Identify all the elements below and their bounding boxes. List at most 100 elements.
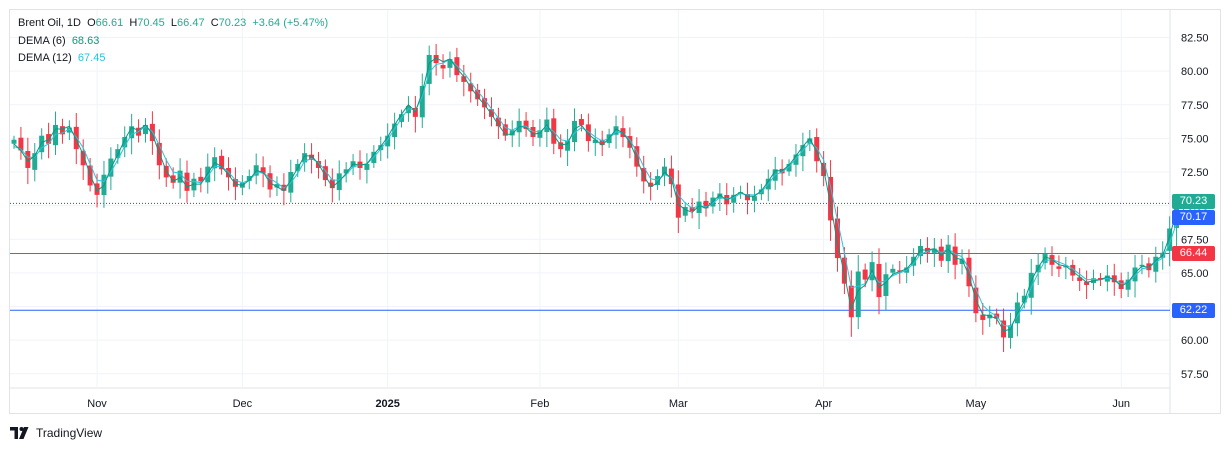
candle-body <box>1007 325 1013 338</box>
candle-body <box>1146 263 1152 271</box>
candle-body <box>495 117 501 127</box>
candle-body <box>572 120 578 143</box>
candle-body <box>876 263 882 298</box>
candle-body <box>883 274 889 296</box>
legend-dema12[interactable]: DEMA (12) 67.45 <box>18 52 105 64</box>
candle-body <box>931 248 937 253</box>
candle-body <box>66 127 72 133</box>
x-tick-label: Jun <box>1112 398 1130 410</box>
candle-body <box>537 130 543 138</box>
candle-body <box>1118 280 1124 290</box>
y-tick-label: 60.00 <box>1181 335 1209 347</box>
dema12-label: DEMA (12) <box>18 52 72 64</box>
candle-body <box>634 146 640 167</box>
candle-body <box>648 182 654 187</box>
candle-body <box>738 192 744 194</box>
red-level-badge: 66.44 <box>1172 246 1215 261</box>
candle-body <box>980 314 986 320</box>
dema12-value: 67.45 <box>77 52 106 64</box>
candle-body <box>1001 320 1007 338</box>
candle-body <box>364 163 370 170</box>
candle-body <box>1125 279 1131 290</box>
candle-body <box>343 169 349 174</box>
candle-body <box>1056 266 1062 269</box>
candle-body <box>848 285 854 318</box>
y-tick-label: 75.00 <box>1181 133 1209 145</box>
x-tick-label: May <box>965 398 986 410</box>
candle-body <box>378 145 384 151</box>
candle-body <box>39 135 45 153</box>
candle-body <box>274 184 280 188</box>
candle-body <box>11 139 17 144</box>
candle-body <box>938 246 944 261</box>
candle-body <box>232 179 238 187</box>
candle-body <box>219 155 225 170</box>
candle-body <box>807 138 813 144</box>
dema12-line <box>13 58 1178 328</box>
candle-body <box>502 124 508 136</box>
candle-body <box>703 200 709 209</box>
candle-body <box>488 109 494 117</box>
candle-body <box>1097 277 1103 280</box>
candle-body <box>198 176 204 182</box>
candle-body <box>1028 272 1034 298</box>
tradingview-logo-icon <box>10 427 29 439</box>
candle-body <box>170 175 176 183</box>
x-tick-label: 2025 <box>375 398 399 410</box>
candle-body <box>405 106 411 114</box>
x-tick-label: Mar <box>669 398 688 410</box>
candle-body <box>447 59 453 68</box>
candle-body <box>565 141 571 151</box>
candle-body <box>80 151 86 166</box>
candle-body <box>1139 264 1145 267</box>
candle-body <box>357 161 363 168</box>
blue-level-badge: 70.17 <box>1172 209 1215 225</box>
candle-body <box>1084 281 1090 285</box>
candle-body <box>661 166 667 176</box>
symbol-label[interactable]: Brent Oil, 1D <box>18 17 81 29</box>
candle-body <box>433 55 439 64</box>
candle-body <box>385 135 391 147</box>
tradingview-attribution[interactable]: TradingView <box>10 426 102 440</box>
last-price-badge: 70.23 <box>1172 194 1215 210</box>
dema-lines <box>13 57 1178 332</box>
candle-body <box>668 168 674 185</box>
candle-body <box>675 184 681 218</box>
candle-body <box>205 166 211 183</box>
time-axis[interactable]: Nov Dec 2025 Feb Mar Apr May Jun <box>87 398 1130 410</box>
candle-body <box>1077 277 1083 281</box>
low-value: 66.47 <box>177 17 205 29</box>
candle-body <box>731 194 737 203</box>
candle-body <box>918 245 924 257</box>
candle-body <box>1153 256 1159 272</box>
candle-body <box>841 257 847 284</box>
support-level-badge: 62.22 <box>1172 302 1215 318</box>
legend-dema6[interactable]: DEMA (6) 68.63 <box>18 35 99 47</box>
candle-body <box>309 154 315 160</box>
y-tick-label: 57.50 <box>1181 369 1209 381</box>
candle-body <box>987 314 993 319</box>
x-tick-label: Apr <box>815 398 832 410</box>
candle-body <box>952 246 958 265</box>
grid-lines <box>10 10 1171 414</box>
change-value: +3.64 (+5.47%) <box>252 17 329 29</box>
close-label: C <box>210 17 219 29</box>
candle-body <box>585 124 591 142</box>
candle-body <box>509 130 515 136</box>
candle-body <box>94 183 100 195</box>
candle-body <box>717 193 723 199</box>
high-value: 70.45 <box>137 17 165 29</box>
candle-body <box>129 126 135 139</box>
low-label: L <box>170 17 178 29</box>
candle-body <box>523 120 529 129</box>
candle-body <box>475 89 481 100</box>
x-tick-label: Nov <box>87 398 107 410</box>
candle-body <box>828 176 834 221</box>
candle-body <box>392 123 398 138</box>
candle-body <box>1132 267 1138 282</box>
close-value: 70.23 <box>218 17 247 29</box>
candle-body <box>59 126 65 135</box>
candle-body <box>751 196 757 201</box>
candle-body <box>440 65 446 69</box>
